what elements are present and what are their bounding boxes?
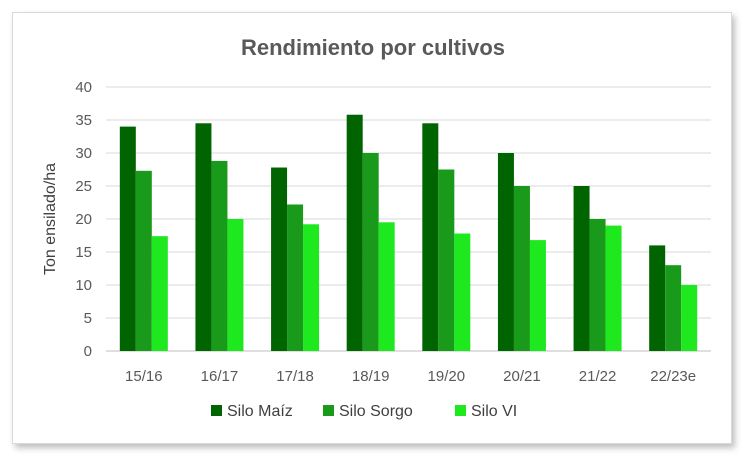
bar	[271, 167, 288, 351]
bar	[589, 219, 606, 351]
bar	[497, 153, 514, 351]
bar	[151, 236, 168, 351]
y-tick-label: 30	[75, 145, 92, 162]
x-tick-label: 15/16	[125, 368, 163, 385]
legend: Silo Maíz Silo Sorgo Silo VI	[211, 403, 517, 420]
bar	[227, 219, 244, 351]
x-tick-label: 19/20	[428, 368, 466, 385]
x-tick-label: 17/18	[276, 368, 314, 385]
bar	[287, 204, 304, 351]
bar	[513, 186, 530, 351]
bar	[119, 126, 136, 351]
chart-title: Rendimiento por cultivos	[241, 35, 505, 60]
bars	[119, 114, 698, 351]
x-axis-ticks: 15/16 16/17 17/18 18/19 19/20 20/21 21/22 22/23…	[125, 368, 696, 385]
x-tick-label: 18/19	[352, 368, 390, 385]
bar	[649, 245, 666, 351]
bar	[454, 233, 471, 351]
bar	[346, 114, 363, 351]
x-tick-label: 21/22	[579, 368, 617, 385]
bar	[438, 169, 455, 351]
x-tick-label: 22/23e	[650, 368, 696, 385]
y-tick-label: 15	[75, 244, 92, 261]
bar-chart: Rendimiento por cultivos Ton ensilado/ha…	[42, 35, 711, 420]
y-tick-label: 20	[75, 211, 92, 228]
legend-swatch	[455, 405, 466, 416]
legend-label: Silo Sorgo	[339, 403, 413, 420]
bar	[665, 265, 682, 351]
bar	[362, 153, 379, 351]
bar	[573, 186, 590, 351]
x-tick-label: 16/17	[201, 368, 239, 385]
y-tick-label: 0	[84, 343, 92, 360]
legend-label: Silo Maíz	[227, 403, 293, 420]
legend-swatch	[323, 405, 334, 416]
bar	[605, 225, 622, 351]
bar	[211, 160, 228, 351]
bar	[422, 123, 439, 351]
legend-label: Silo VI	[471, 403, 517, 420]
x-tick-label: 20/21	[503, 368, 541, 385]
bar	[135, 170, 152, 351]
bar	[378, 222, 395, 351]
bar	[303, 224, 320, 351]
bar	[195, 123, 212, 351]
bar	[529, 240, 546, 351]
y-tick-label: 5	[84, 310, 92, 327]
chart-frame: Rendimiento por cultivos Ton ensilado/ha…	[12, 12, 732, 444]
y-tick-label: 40	[75, 79, 92, 96]
legend-swatch	[211, 405, 222, 416]
bar	[681, 285, 698, 351]
y-tick-label: 35	[75, 112, 92, 129]
y-axis-title: Ton ensilado/ha	[42, 163, 59, 275]
y-axis-ticks: 0 5 10 15 20 25 30 35 40	[75, 79, 92, 360]
y-tick-label: 10	[75, 277, 92, 294]
y-tick-label: 25	[75, 178, 92, 195]
